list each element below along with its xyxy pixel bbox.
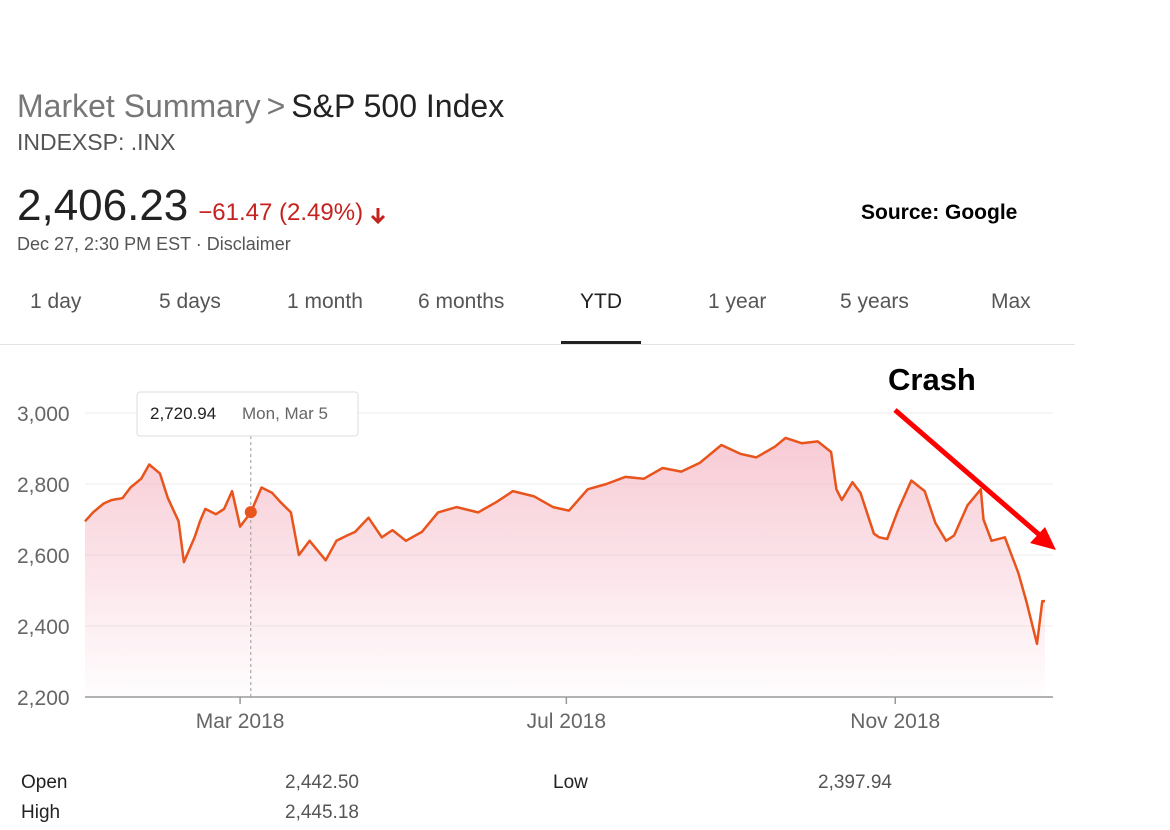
y-tick-label: 2,600 xyxy=(17,545,70,568)
price-change: −61.47 (2.49%) xyxy=(198,199,364,226)
crash-annotation: Crash xyxy=(888,362,976,397)
stat-open-value: 2,442.50 xyxy=(285,772,359,793)
tab-5-days[interactable]: 5 days xyxy=(159,290,221,313)
hover-tooltip: 2,720.94 Mon, Mar 5 xyxy=(136,391,359,437)
stat-low-value: 2,397.94 xyxy=(818,772,892,793)
active-tab-indicator xyxy=(561,341,641,344)
tab-1-month[interactable]: 1 month xyxy=(287,290,363,313)
ticker-symbol: INDEXSP: .INX xyxy=(17,129,176,155)
tab-max[interactable]: Max xyxy=(991,290,1031,313)
quote-meta: Dec 27, 2:30 PM EST · Disclaimer xyxy=(17,234,291,255)
price-line xyxy=(84,436,1045,646)
price-area-fill xyxy=(85,437,1045,697)
x-axis: Mar 2018 Jul 2018 Nov 2018 xyxy=(196,697,940,733)
y-tick-label: 2,200 xyxy=(17,687,70,710)
x-tick-label: Nov 2018 xyxy=(850,710,940,733)
price-chart[interactable]: 3,000 2,800 2,600 2,400 2,200 Mar 2018 Jul 20… xyxy=(0,350,1170,750)
y-tick-label: 3,000 xyxy=(17,403,70,426)
stat-low-label: Low xyxy=(553,772,588,793)
tab-ytd[interactable]: YTD xyxy=(580,290,622,313)
tab-6-months[interactable]: 6 months xyxy=(418,290,505,313)
x-tick-label: Jul 2018 xyxy=(527,710,606,733)
stat-high-label: High xyxy=(21,802,61,823)
meta-separator: · xyxy=(190,234,207,254)
source-annotation: Source: Google xyxy=(861,201,1018,224)
crash-arrow-head xyxy=(1030,527,1056,550)
tab-1-day[interactable]: 1 day xyxy=(30,290,82,313)
current-price: 2,406.23 xyxy=(17,181,189,230)
breadcrumb-separator: > xyxy=(266,88,286,124)
tooltip-value: 2,720.94 xyxy=(150,404,216,423)
crash-arrow xyxy=(893,408,1045,540)
x-tick-label: Mar 2018 xyxy=(196,710,285,733)
y-tick-label: 2,400 xyxy=(17,616,70,639)
breadcrumb: Market Summary > S&P 500 Index xyxy=(17,88,504,125)
stat-high-value: 2,445.18 xyxy=(285,802,359,823)
y-tick-label: 2,800 xyxy=(17,474,70,497)
quote-timestamp: Dec 27, 2:30 PM EST xyxy=(17,234,191,254)
tab-1-year[interactable]: 1 year xyxy=(708,290,767,313)
tab-5-years[interactable]: 5 years xyxy=(840,290,909,313)
y-axis: 3,000 2,800 2,600 2,400 2,200 xyxy=(17,403,70,710)
price-row: 2,406.23 −61.47 (2.49%) xyxy=(17,181,387,231)
hover-point xyxy=(244,506,257,519)
range-tabs: 1 day 5 days 1 month 6 months YTD 1 year… xyxy=(0,280,1075,345)
disclaimer-link[interactable]: Disclaimer xyxy=(206,234,291,254)
page-title: S&P 500 Index xyxy=(291,88,505,124)
breadcrumb-parent-link[interactable]: Market Summary xyxy=(17,88,261,124)
tooltip-date: Mon, Mar 5 xyxy=(242,404,328,423)
stat-open-label: Open xyxy=(21,772,68,793)
arrow-down-icon xyxy=(371,207,386,224)
